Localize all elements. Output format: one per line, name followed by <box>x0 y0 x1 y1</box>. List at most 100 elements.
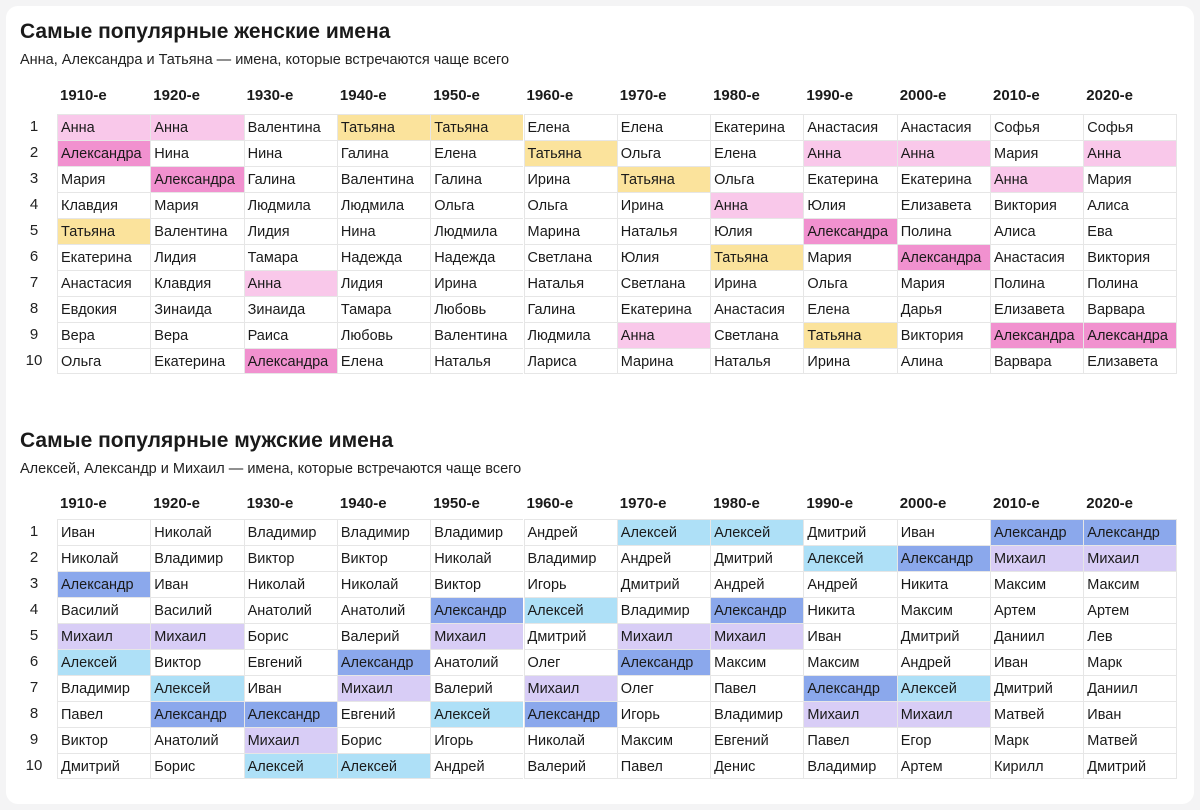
name-cell: Полина <box>1083 270 1177 296</box>
name-cell: Анна <box>896 140 990 166</box>
name-cell: Максим <box>1083 571 1177 597</box>
name-cell: Никита <box>896 571 990 597</box>
name-cell: Виктор <box>57 727 151 753</box>
rank-number: 7 <box>29 274 39 291</box>
name-cell: Мария <box>990 140 1084 166</box>
decade-header: 1950-е <box>433 87 480 104</box>
name-cell: Алексей <box>710 519 804 545</box>
infographic-card: Самые популярные женские имена Анна, Але… <box>6 6 1194 804</box>
name-cell: Светлана <box>523 244 617 270</box>
name-cell: Дмитрий <box>616 571 711 597</box>
name-cell: Тамара <box>336 296 431 322</box>
name-cell: Даниил <box>1083 675 1177 701</box>
decade-header: 1980-е <box>713 495 760 512</box>
name-cell: Юлия <box>710 218 804 244</box>
rank-number: 3 <box>29 575 39 592</box>
name-cell: Валерий <box>336 623 431 649</box>
name-cell: Валентина <box>336 166 431 192</box>
name-cell: Павел <box>57 701 151 727</box>
name-cell: Елизавета <box>896 192 990 218</box>
name-cell: Анастасия <box>990 244 1084 270</box>
name-cell: Максим <box>616 727 711 753</box>
name-cell: Артем <box>990 597 1084 623</box>
name-cell: Анастасия <box>710 296 804 322</box>
name-cell: Александр <box>150 701 244 727</box>
rank-number: 1 <box>29 118 39 135</box>
name-cell: Матвей <box>990 701 1084 727</box>
name-cell: Лидия <box>243 218 337 244</box>
name-cell: Ольга <box>803 270 897 296</box>
table-row: 8 Павел Александр Александр Евгений Алексей Ал… <box>6 701 1186 727</box>
decade-header: 1960-е <box>526 87 574 104</box>
decade-header: 1990-е <box>806 495 854 512</box>
name-cell: Полина <box>896 218 990 244</box>
name-cell: Нина <box>150 140 244 166</box>
name-cell: Ольга <box>523 192 617 218</box>
name-cell: Людмила <box>336 192 431 218</box>
name-cell: Анатолий <box>150 727 244 753</box>
name-cell: Светлана <box>616 270 711 296</box>
name-cell: Олег <box>523 649 617 675</box>
name-cell: Лидия <box>150 244 244 270</box>
name-cell: Анна <box>150 114 244 140</box>
name-cell: Николай <box>57 545 151 571</box>
name-cell: Анна <box>1083 140 1177 166</box>
name-cell: Надежда <box>430 244 524 270</box>
name-cell: Николай <box>430 545 524 571</box>
decade-header: 1930-е <box>246 495 294 512</box>
name-cell: Андрей <box>616 545 711 571</box>
decade-header: 1920-е <box>153 495 201 512</box>
name-cell: Наталья <box>523 270 617 296</box>
name-cell: Алексей <box>57 649 151 675</box>
name-cell: Борис <box>150 753 244 779</box>
name-cell: Александра <box>1083 322 1177 348</box>
name-cell: Олег <box>616 675 711 701</box>
table-row: 10 Ольга Екатерина Александра Елена Наталья Ла… <box>6 348 1186 374</box>
name-cell: Павел <box>710 675 804 701</box>
name-cell: Татьяна <box>616 166 711 192</box>
name-cell: Софья <box>990 114 1084 140</box>
name-cell: Анна <box>990 166 1084 192</box>
name-cell: Екатерина <box>150 348 244 374</box>
name-cell: Мария <box>57 166 151 192</box>
name-cell: Анна <box>616 322 711 348</box>
name-cell: Иван <box>803 623 897 649</box>
name-cell: Галина <box>243 166 337 192</box>
name-cell: Дмитрий <box>990 675 1084 701</box>
name-cell: Варвара <box>990 348 1084 374</box>
name-cell: Михаил <box>336 675 431 701</box>
decade-header: 1970-е <box>619 87 667 104</box>
name-cell: Андрей <box>710 571 804 597</box>
decade-header: 1960-е <box>526 495 574 512</box>
name-cell: Виктор <box>336 545 431 571</box>
name-cell: Денис <box>710 753 804 779</box>
decade-header: 1940-е <box>339 87 387 104</box>
name-cell: Мария <box>1083 166 1177 192</box>
name-cell: Егор <box>896 727 990 753</box>
name-cell: Галина <box>523 296 617 322</box>
name-cell: Иван <box>57 519 151 545</box>
name-cell: Галина <box>336 140 431 166</box>
name-cell: Раиса <box>243 322 337 348</box>
name-cell: Александр <box>896 545 990 571</box>
name-cell: Иван <box>1083 701 1177 727</box>
name-cell: Павел <box>803 727 897 753</box>
name-cell: Анатолий <box>243 597 337 623</box>
decade-header: 1930-е <box>246 87 294 104</box>
name-cell: Елизавета <box>990 296 1084 322</box>
name-cell: Вера <box>57 322 151 348</box>
name-cell: Валерий <box>523 753 617 779</box>
name-cell: Анна <box>243 270 337 296</box>
name-cell: Максим <box>803 649 897 675</box>
name-cell: Мария <box>896 270 990 296</box>
decade-header: 1950-е <box>433 495 480 512</box>
name-cell: Иван <box>243 675 337 701</box>
table-row: 5 Татьяна Валентина Лидия Нина Людмила Марина Н… <box>6 218 1186 244</box>
name-cell: Татьяна <box>430 114 524 140</box>
name-cell: Анна <box>57 114 151 140</box>
name-cell: Марк <box>1083 649 1177 675</box>
name-cell: Анастасия <box>803 114 897 140</box>
rank-number: 9 <box>29 326 39 343</box>
name-cell: Екатерина <box>57 244 151 270</box>
name-cell: Виктор <box>150 649 244 675</box>
